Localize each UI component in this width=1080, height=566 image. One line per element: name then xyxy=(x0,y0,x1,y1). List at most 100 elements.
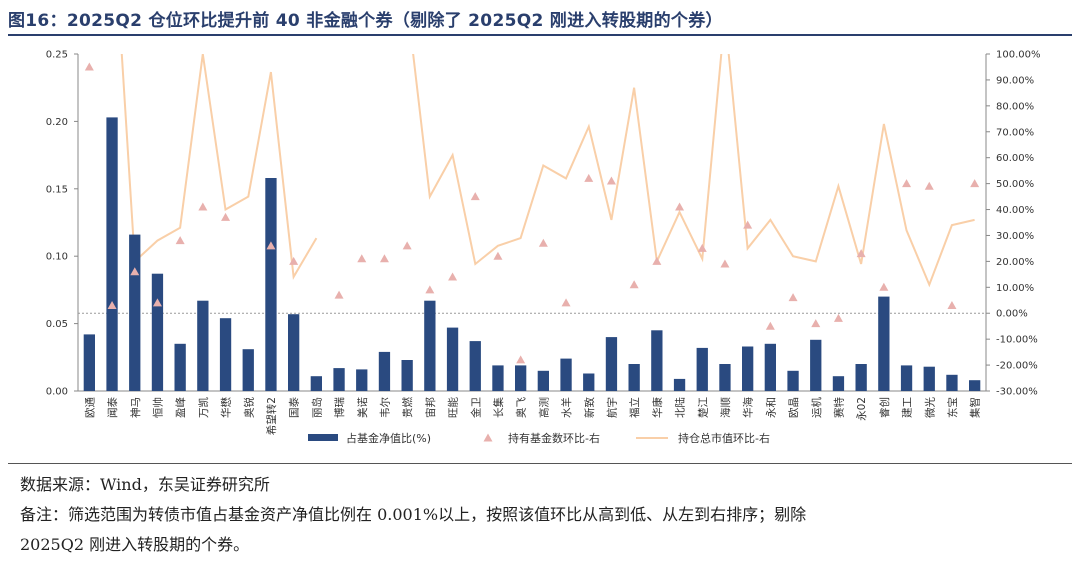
triangle-marker xyxy=(448,272,458,281)
bar xyxy=(628,364,640,391)
category-label: 闻泰 xyxy=(106,397,119,418)
category-label: 欧晶 xyxy=(788,397,800,418)
triangle-marker xyxy=(561,298,571,307)
category-label: 建工 xyxy=(901,397,914,418)
category-label: 丽岛 xyxy=(310,397,323,418)
bar xyxy=(469,341,481,391)
right-tick-label: 90.00% xyxy=(996,75,1034,86)
legend-bar-swatch xyxy=(308,434,338,441)
legend-triangle-swatch xyxy=(483,433,493,442)
category-label: 赛特 xyxy=(832,397,845,418)
bar xyxy=(151,273,164,391)
category-label: 旺能 xyxy=(447,397,460,418)
triangle-marker xyxy=(879,282,889,291)
bar xyxy=(242,349,254,391)
right-tick-label: 0.00% xyxy=(996,309,1028,320)
triangle-marker xyxy=(289,256,299,265)
chart-legend: 占基金净值比(%) 持有基金数环比-右 持仓总市值环比-右 xyxy=(308,431,770,445)
combo-chart: 0.00 0.05 0.10 0.15 0.20 0.25 -30.00% -20.00% -1… xyxy=(46,50,1041,446)
triangle-marker xyxy=(606,176,616,185)
right-tick-label: -30.00% xyxy=(996,387,1038,398)
bar xyxy=(832,376,845,391)
bar xyxy=(560,358,572,391)
category-label: 东宝 xyxy=(946,397,959,418)
bar xyxy=(333,368,345,391)
triangle-marker xyxy=(697,243,707,252)
left-tick-label: 0.00 xyxy=(46,387,68,398)
scatter-series xyxy=(84,62,980,364)
bar xyxy=(605,337,618,391)
category-label: 贵燃 xyxy=(401,397,414,418)
notes-rule xyxy=(8,463,1072,464)
category-label: 韦尔 xyxy=(378,397,391,418)
triangle-marker xyxy=(675,202,685,211)
category-label: 北陆 xyxy=(674,397,687,418)
triangle-marker xyxy=(470,192,480,201)
triangle-marker xyxy=(584,173,594,182)
bar xyxy=(742,346,754,391)
category-label: 楚江 xyxy=(696,397,709,418)
triangle-marker xyxy=(334,290,344,299)
category-label: 运机 xyxy=(810,397,823,418)
bar xyxy=(446,327,459,391)
triangle-marker xyxy=(130,267,140,276)
bar xyxy=(537,370,549,391)
category-label: 水羊 xyxy=(560,397,573,418)
bar xyxy=(401,360,413,391)
category-label: 金卫 xyxy=(469,397,482,418)
category-label: 国泰 xyxy=(288,397,301,418)
bar xyxy=(174,343,186,391)
triangle-marker xyxy=(788,293,798,302)
category-label: 盈峰 xyxy=(175,397,187,418)
category-label: 微光 xyxy=(923,397,936,418)
bar xyxy=(764,343,776,391)
right-tick-label: -10.00% xyxy=(996,335,1038,346)
right-tick-label: 40.00% xyxy=(996,205,1034,216)
bar xyxy=(378,351,391,391)
category-label: 华海 xyxy=(742,397,755,418)
category-label: 欧通 xyxy=(84,397,96,418)
bar xyxy=(83,334,95,391)
triangle-marker xyxy=(833,313,843,322)
bar xyxy=(219,318,232,391)
bar xyxy=(197,300,209,391)
category-label: 华懋 xyxy=(220,397,233,418)
triangle-marker xyxy=(811,319,821,328)
legend-label-triangle: 持有基金数环比-右 xyxy=(508,431,600,445)
right-tick-label: 50.00% xyxy=(996,179,1034,190)
category-label: 万凯 xyxy=(197,397,210,418)
triangle-marker xyxy=(765,321,775,330)
bar xyxy=(424,300,436,391)
triangle-marker xyxy=(629,280,639,289)
triangle-marker xyxy=(652,256,662,265)
triangle-marker xyxy=(538,238,548,247)
notes: 数据来源：Wind，东吴证券研究所 备注：筛选范围为转债市值占基金资产净值比例在… xyxy=(20,470,1060,560)
category-label: 永和 xyxy=(764,397,777,418)
bar xyxy=(106,117,118,392)
triangle-marker xyxy=(221,212,231,221)
chart-axes: 0.00 0.05 0.10 0.15 0.20 0.25 -30.00% -20.00% -1… xyxy=(46,50,1041,398)
bar xyxy=(946,374,958,391)
triangle-marker xyxy=(720,259,730,268)
category-labels: 欧通 闻泰 神马 恒帅 盈峰 万凯 华懋 奥锐 希望转2 国泰 丽岛 博瑞 美诺 韦尔 贵燃 宙邦 旺能 金卫 长集… xyxy=(84,397,981,436)
triangle-marker xyxy=(493,251,503,260)
category-label: 高测 xyxy=(537,397,550,418)
category-label: 睿创 xyxy=(878,397,891,418)
category-label: 海顺 xyxy=(719,397,732,418)
source-note: 数据来源：Wind，东吴证券研究所 xyxy=(20,475,270,494)
left-tick-label: 0.15 xyxy=(46,184,68,195)
triangle-marker xyxy=(425,285,435,294)
triangle-marker xyxy=(402,241,412,250)
triangle-marker xyxy=(107,300,117,309)
bar xyxy=(696,347,708,391)
triangle-marker xyxy=(175,236,185,245)
bar xyxy=(810,339,822,391)
line-series-market-value xyxy=(120,54,975,288)
right-tick-label: 60.00% xyxy=(996,153,1034,164)
triangle-marker xyxy=(947,300,957,309)
right-tick-label: 20.00% xyxy=(996,257,1034,268)
triangle-marker xyxy=(84,62,94,71)
bar xyxy=(492,365,504,391)
triangle-marker xyxy=(743,220,753,229)
category-label: 航宇 xyxy=(605,397,618,418)
